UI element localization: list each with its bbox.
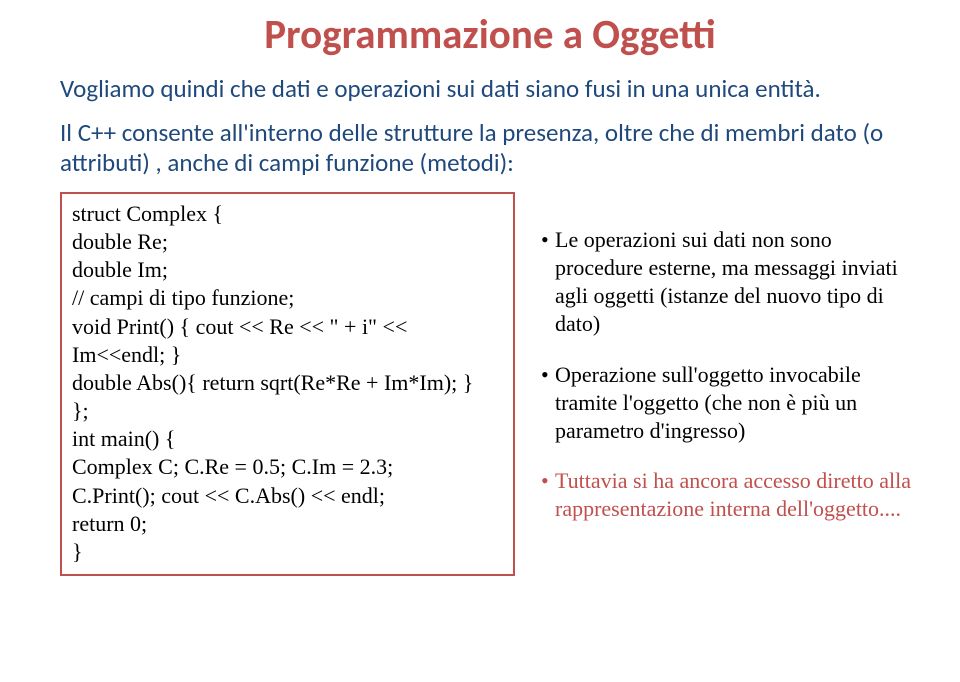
bullet-item-warning: Tuttavia si ha ancora accesso diretto al…	[541, 467, 920, 523]
code-line: void Print() { cout << Re << " + i" << I…	[72, 314, 413, 367]
code-line: }	[72, 539, 83, 564]
code-line: C.Print(); cout << C.Abs() << endl;	[72, 483, 385, 508]
intro-text-2: Il C++ consente all'interno delle strutt…	[60, 118, 920, 178]
code-line: };	[72, 398, 89, 423]
slide: Programmazione a Oggetti Vogliamo quindi…	[0, 0, 960, 682]
slide-title: Programmazione a Oggetti	[60, 10, 920, 60]
intro-text-1: Vogliamo quindi che dati e operazioni su…	[60, 74, 920, 104]
bullet-item: Operazione sull'oggetto invocabile trami…	[541, 361, 920, 445]
bullets-column: Le operazioni sui dati non sono procedur…	[541, 192, 920, 576]
code-line: // campi di tipo funzione;	[72, 285, 294, 310]
bullet-list: Le operazioni sui dati non sono procedur…	[541, 226, 920, 523]
code-box: struct Complex { double Re; double Im; /…	[60, 192, 515, 576]
code-line: double Im;	[72, 257, 168, 282]
code-line: double Abs(){ return sqrt(Re*Re + Im*Im)…	[72, 370, 473, 395]
code-line: int main() {	[72, 426, 175, 451]
bullet-item: Le operazioni sui dati non sono procedur…	[541, 226, 920, 339]
code-line: double Re;	[72, 229, 168, 254]
code-line: return 0;	[72, 511, 147, 536]
code-column: struct Complex { double Re; double Im; /…	[60, 192, 515, 576]
code-line: struct Complex {	[72, 201, 223, 226]
content-columns: struct Complex { double Re; double Im; /…	[60, 192, 920, 576]
code-line: Complex C; C.Re = 0.5; C.Im = 2.3;	[72, 454, 393, 479]
